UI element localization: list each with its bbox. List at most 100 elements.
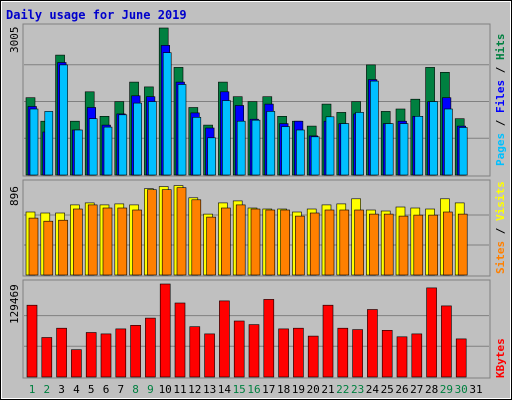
bar-pages-day-12: [192, 117, 202, 176]
x-label-day-19: 19: [292, 383, 305, 396]
bar-kbytes-day-17: [263, 299, 275, 378]
bar-sites-day-29: [443, 211, 453, 276]
bar-pages-day-27: [414, 116, 424, 176]
legend-hits-files-pages: Pages / Files / Hits: [494, 34, 507, 167]
legend-sep-3: /: [494, 221, 507, 241]
bar-pages-day-18: [281, 126, 290, 176]
x-label-day-3: 3: [58, 383, 65, 396]
ymax-label-hits: 3005: [8, 27, 21, 54]
bar-pages-day-29: [444, 108, 453, 176]
bar-sites-day-15: [235, 204, 246, 276]
legend-kbytes-wrap: KBytes: [494, 338, 507, 378]
x-label-day-5: 5: [88, 383, 95, 396]
bar-pages-day-23: [355, 112, 364, 176]
bar-sites-day-5: [87, 204, 98, 276]
bar-kbytes-day-12: [189, 326, 201, 378]
bar-kbytes-day-26: [396, 336, 408, 378]
bar-pages-day-28: [429, 101, 438, 176]
bar-kbytes-day-30: [455, 338, 467, 378]
x-label-day-13: 13: [203, 383, 216, 396]
bar-pages-day-24: [370, 80, 379, 176]
bar-sites-day-21: [324, 209, 335, 276]
bar-pages-day-19: [296, 129, 305, 176]
x-label-day-17: 17: [262, 383, 275, 396]
x-label-day-18: 18: [277, 383, 290, 396]
x-label-day-15: 15: [233, 383, 246, 396]
x-label-day-9: 9: [147, 383, 154, 396]
bar-pages-day-11: [177, 84, 187, 176]
legend-sep-1: /: [494, 113, 507, 133]
ymax-label-visits: 896: [8, 186, 21, 206]
bar-kbytes-day-25: [381, 329, 393, 378]
bar-sites-day-14: [221, 207, 231, 276]
x-label-day-2: 2: [43, 383, 50, 396]
legend-pages: Pages: [494, 133, 507, 166]
x-label-day-28: 28: [425, 383, 438, 396]
bar-kbytes-day-8: [130, 324, 141, 378]
bar-sites-day-25: [383, 213, 394, 276]
bar-kbytes-day-24: [367, 309, 378, 378]
bar-pages-day-3: [59, 64, 68, 176]
bar-pages-day-9: [148, 101, 157, 176]
x-label-day-31: 31: [469, 383, 482, 396]
x-label-day-16: 16: [247, 383, 260, 396]
bar-kbytes-day-29: [441, 305, 452, 378]
bar-sites-day-11: [176, 187, 187, 276]
x-label-day-7: 7: [117, 383, 124, 396]
x-label-day-4: 4: [73, 383, 80, 396]
x-label-day-1: 1: [29, 383, 36, 396]
bar-kbytes-day-10: [159, 283, 171, 378]
bar-sites-day-23: [354, 209, 364, 276]
bar-sites-day-1: [28, 217, 39, 276]
bar-sites-day-8: [132, 209, 142, 276]
bar-pages-day-26: [399, 123, 409, 176]
bar-kbytes-day-20: [307, 335, 319, 378]
bar-pages-day-25: [384, 123, 394, 176]
x-label-day-30: 30: [455, 383, 468, 396]
legend-visits: Visits: [494, 181, 507, 221]
x-label-day-20: 20: [307, 383, 320, 396]
svg-text:Pages / Files / Hits: Pages / Files / Hits: [494, 34, 507, 167]
bar-pages-day-16: [251, 119, 261, 176]
legend-sep-2: /: [494, 60, 507, 80]
bar-sites-day-6: [102, 207, 113, 276]
bar-sites-day-30: [457, 213, 468, 276]
bar-sites-day-3: [58, 219, 68, 276]
bar-sites-day-9: [147, 189, 157, 276]
x-label-day-25: 25: [381, 383, 394, 396]
legend-kbytes: KBytes: [494, 338, 507, 378]
x-label-day-14: 14: [218, 383, 232, 396]
bar-pages-day-21: [325, 116, 335, 176]
chart-title: Daily usage for June 2019: [6, 8, 187, 22]
bar-pages-day-2: [44, 111, 54, 176]
bar-sites-day-28: [428, 214, 438, 276]
x-label-day-29: 29: [440, 383, 453, 396]
bar-kbytes-day-2: [41, 337, 53, 378]
x-label-day-6: 6: [103, 383, 110, 396]
bar-kbytes-day-7: [115, 328, 127, 378]
bar-pages-day-20: [310, 136, 320, 176]
bar-sites-day-17: [265, 209, 276, 276]
bar-pages-day-8: [133, 102, 142, 176]
bar-sites-day-19: [295, 215, 305, 276]
legend-files: Files: [494, 80, 507, 113]
bar-kbytes-day-27: [411, 333, 423, 378]
legend-hits: Hits: [494, 34, 507, 61]
bar-kbytes-day-21: [322, 304, 334, 378]
bar-sites-day-7: [117, 207, 128, 276]
x-axis-labels: 1 2 3 4 5 6 7 8 9 10 11 12 13 14 15 16 17 18 19 20 21 22 23 24 2…: [29, 383, 483, 396]
bar-kbytes-day-4: [71, 349, 82, 378]
bar-pages-day-15: [236, 120, 246, 176]
x-label-day-21: 21: [321, 383, 334, 396]
svg-text:Sites / Visits: Sites / Visits: [494, 181, 507, 274]
bar-pages-day-7: [118, 114, 128, 176]
bar-pages-day-10: [162, 52, 172, 176]
bar-sites-day-13: [206, 216, 216, 276]
bar-kbytes-day-28: [426, 287, 437, 378]
x-label-day-23: 23: [351, 383, 364, 396]
ymax-label-kbytes: 129469: [8, 284, 21, 324]
bars-layer: [24, 27, 489, 378]
bar-kbytes-day-22: [337, 327, 349, 378]
bar-sites-day-22: [339, 209, 350, 276]
